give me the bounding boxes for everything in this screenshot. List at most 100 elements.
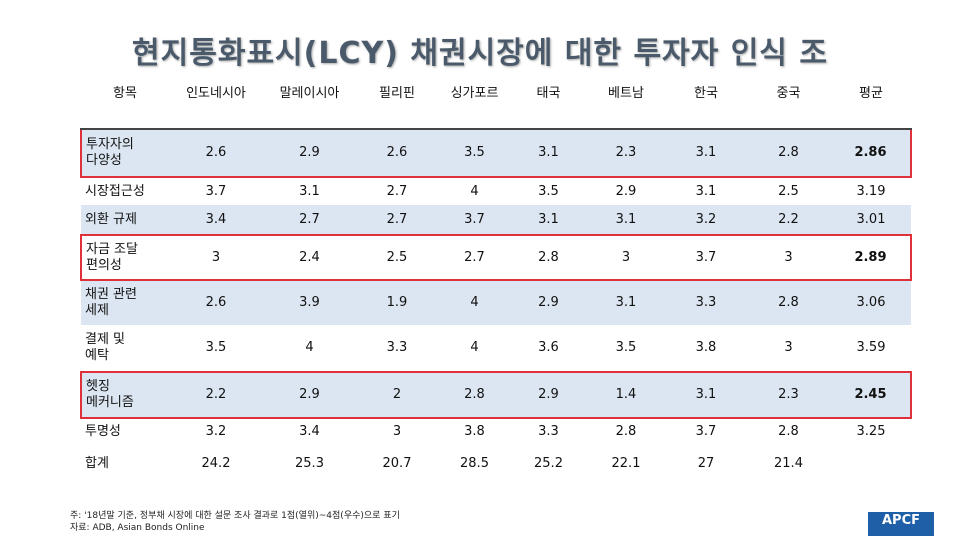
cell-value: 1.4 [586, 371, 666, 419]
table-row: 합계 24.2 25.3 20.7 28.5 25.2 22.1 27 21.4 [81, 445, 911, 483]
cell-value: 2.8 [511, 234, 586, 281]
table-row: 시장접근성 3.7 3.1 2.7 4 3.5 2.9 3.1 2.5 3.19 [81, 177, 911, 205]
cell-value: 2.7 [356, 205, 438, 235]
cell-value: 2.86 [831, 128, 912, 178]
cell-value: 4 [438, 280, 511, 325]
cell-value: 2.9 [263, 371, 356, 419]
cell-value: 2.8 [615, 424, 637, 439]
cell-value: 3.7 [205, 183, 227, 199]
cell-value: 3.1 [586, 280, 666, 325]
column-header: 중국 [746, 80, 831, 130]
empty-cell [831, 445, 911, 483]
cell-value: 2.5 [356, 234, 438, 281]
row-label: 합계 [85, 456, 109, 471]
cell-value: 3.19 [856, 183, 886, 199]
column-header: 필리핀 [356, 80, 438, 130]
cell-value: 27 [697, 456, 715, 471]
cell-value: 2.7 [438, 234, 511, 281]
cell-value: 3.1 [299, 183, 320, 199]
cell-value: 3.3 [666, 280, 746, 325]
cell-value: 3 [392, 424, 402, 439]
cell-value: 4 [470, 183, 479, 199]
cell-value: 2.2 [746, 205, 831, 235]
cell-value: 3.7 [666, 234, 746, 281]
cell-value: 3.4 [169, 205, 263, 235]
cell-value: 3.1 [666, 128, 746, 178]
cell-value: 3.3 [386, 340, 408, 355]
cell-value: 2.9 [511, 280, 586, 325]
survey-table: 항목 인도네시아 말레이시아 필리핀 싱가포르 태국 베트남 한국 중국 평균 투자자의 다양성 2.… [80, 80, 912, 483]
cell-value: 3.1 [695, 183, 717, 199]
column-header: 한국 [666, 80, 746, 130]
cell-value: 25.2 [534, 456, 563, 471]
table-row: 채권 관련 세제 2.6 3.9 1.9 4 2.9 3.1 3.3 2.8 3.06 [81, 280, 911, 325]
cell-value: 3 [586, 234, 666, 281]
cell-value: 3.9 [263, 280, 356, 325]
table-row: 투자자의 다양성 2.6 2.9 2.6 3.5 3.1 2.3 3.1 2.8 2.86 [80, 128, 912, 178]
row-label: 헷징 메커니즘 [80, 371, 169, 419]
cell-value: 2.8 [746, 280, 831, 325]
cell-value: 3 [169, 234, 263, 281]
cell-value: 3.6 [538, 340, 559, 355]
cell-value: 3 [784, 340, 793, 355]
source: 자료: ADB, Asian Bonds Online [70, 523, 205, 533]
cell-value: 20.7 [382, 456, 412, 471]
cell-value: 2.9 [511, 371, 586, 419]
column-header: 항목 [81, 80, 169, 130]
cell-value: 28.5 [460, 456, 489, 471]
cell-value: 2.3 [586, 128, 666, 178]
cell-value: 4 [470, 340, 479, 355]
cell-value: 2.4 [263, 234, 356, 281]
column-header: 평균 [831, 80, 911, 130]
cell-value: 2.3 [746, 371, 831, 419]
cell-value: 3.2 [205, 424, 227, 439]
cell-value: 3.3 [538, 424, 559, 439]
cell-value: 3.1 [511, 128, 586, 178]
cell-value: 21.4 [774, 456, 803, 471]
note: 주: '18년말 기준, 정부채 시장에 대한 설문 조사 결과로 1점(열위)… [70, 511, 400, 521]
cell-value: 25.3 [295, 456, 324, 471]
cell-value: 2.8 [746, 128, 831, 178]
cell-value: 3.06 [831, 280, 911, 325]
cell-value: 3.7 [438, 205, 511, 235]
cell-value: 2.6 [356, 128, 438, 178]
cell-value: 22.1 [611, 456, 641, 471]
cell-value: 3.7 [695, 424, 717, 439]
column-header: 베트남 [586, 80, 666, 130]
cell-value: 2.2 [169, 371, 263, 419]
cell-value: 2.89 [831, 234, 912, 281]
footnote: 주: '18년말 기준, 정부채 시장에 대한 설문 조사 결과로 1점(열위)… [70, 510, 400, 534]
column-header: 태국 [511, 80, 586, 130]
column-header: 인도네시아 [169, 80, 263, 130]
table-row: 헷징 메커니즘 2.2 2.9 2 2.8 2.9 1.4 3.1 2.3 2.45 [80, 371, 912, 419]
column-header: 싱가포르 [438, 80, 511, 130]
logo: APCF [868, 512, 934, 536]
cell-value: 4 [305, 340, 314, 355]
table-row: 투명성 3.2 3.4 3 3.8 3.3 2.8 3.7 2.8 3.25 [81, 418, 911, 445]
cell-value: 3 [746, 234, 831, 281]
table-row: 자금 조달 편의성 3 2.4 2.5 2.7 2.8 3 3.7 3 2.89 [80, 234, 912, 281]
cell-value: 3.59 [856, 340, 886, 355]
row-label: 결제 및 예탁 [85, 332, 126, 363]
cell-value: 3.1 [586, 205, 666, 235]
row-label: 투명성 [85, 424, 121, 439]
table-row: 결제 및 예탁 3.5 4 3.3 4 3.6 3.5 3.8 3 3.59 [81, 325, 911, 372]
cell-value: 3.5 [205, 340, 227, 355]
row-label: 외환 규제 [81, 205, 169, 235]
cell-value: 3.5 [438, 128, 511, 178]
cell-value: 3.01 [831, 205, 911, 235]
cell-value: 2.5 [778, 183, 799, 199]
row-label: 자금 조달 편의성 [80, 234, 169, 281]
cell-value: 3.4 [299, 424, 320, 439]
row-label: 채권 관련 세제 [81, 280, 169, 325]
cell-value: 2.7 [263, 205, 356, 235]
column-header: 말레이시아 [263, 80, 356, 130]
row-label: 투자자의 다양성 [80, 128, 169, 178]
cell-value: 2.8 [778, 424, 799, 439]
cell-value: 2.6 [169, 128, 263, 178]
cell-value: 24.2 [201, 456, 231, 471]
cell-value: 2.8 [438, 371, 511, 419]
cell-value: 3.1 [666, 371, 746, 419]
cell-value: 3.8 [695, 340, 717, 355]
title: 현지통화표시(LCY) 채권시장에 대한 투자자 인식 조 [132, 36, 828, 71]
